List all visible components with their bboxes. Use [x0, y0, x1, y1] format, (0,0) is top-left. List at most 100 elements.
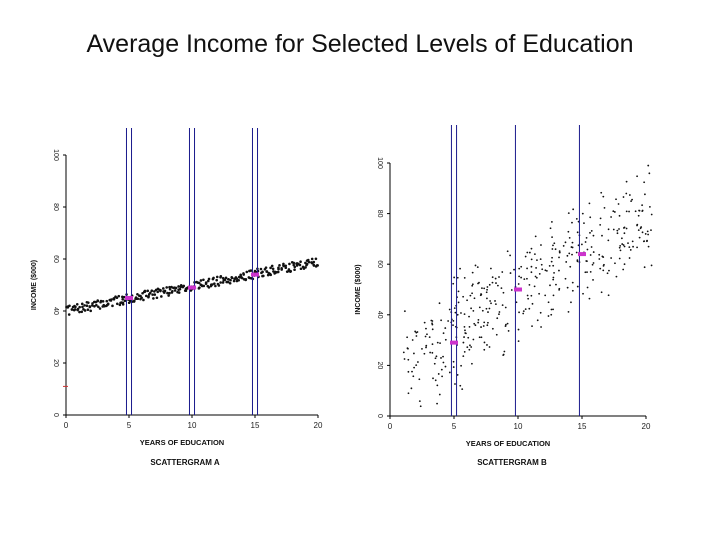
y-tick-label: 60	[52, 255, 59, 263]
y-tick-label: 80	[376, 210, 383, 218]
data-point	[155, 296, 159, 300]
data-point	[89, 309, 92, 313]
data-point	[198, 286, 201, 289]
data-point	[142, 298, 145, 302]
data-point	[466, 299, 468, 302]
data-point	[592, 251, 595, 253]
data-point	[429, 351, 432, 354]
y-tick-label: 0	[52, 413, 59, 417]
data-point	[287, 268, 291, 271]
data-point	[503, 350, 506, 353]
data-point	[483, 287, 486, 290]
data-point	[641, 231, 644, 234]
data-point	[528, 251, 531, 254]
data-point	[530, 271, 533, 274]
data-point	[615, 275, 618, 278]
data-point	[146, 289, 150, 293]
data-point	[647, 164, 650, 167]
data-point	[572, 208, 575, 211]
data-point	[637, 229, 640, 232]
data-point	[517, 283, 520, 285]
data-point	[436, 341, 439, 344]
data-point	[434, 357, 437, 360]
data-point	[454, 311, 457, 314]
data-point	[533, 285, 536, 288]
data-point	[431, 320, 434, 322]
y-tick-label: 0	[376, 414, 383, 418]
data-point	[310, 257, 314, 261]
data-point	[536, 259, 538, 262]
data-point	[522, 310, 525, 313]
data-point	[518, 267, 521, 270]
x-axis-label: YEARS OF EDUCATION	[140, 438, 224, 447]
data-point	[571, 246, 574, 249]
data-point	[568, 237, 571, 239]
data-point	[73, 308, 77, 311]
x-axis-label: YEARS OF EDUCATION	[466, 439, 550, 448]
data-point	[207, 277, 211, 281]
data-point	[168, 291, 171, 295]
data-point	[607, 294, 610, 297]
data-point	[545, 269, 548, 272]
data-point	[619, 244, 622, 247]
x-tick-label: 0	[388, 422, 393, 431]
data-point	[610, 216, 612, 218]
data-point	[618, 214, 621, 217]
data-point	[539, 311, 542, 314]
data-point	[118, 303, 122, 307]
data-point	[431, 328, 434, 331]
data-point	[498, 313, 500, 316]
data-point	[552, 264, 555, 267]
data-point	[448, 371, 451, 374]
data-point	[278, 264, 281, 267]
slide-title: Average Income for Selected Levels of Ed…	[86, 30, 634, 58]
data-point	[421, 347, 423, 350]
data-point	[486, 297, 488, 300]
data-point	[535, 267, 537, 269]
mean-marker	[188, 285, 196, 290]
data-point	[456, 276, 459, 279]
data-point	[585, 237, 588, 239]
data-point	[478, 306, 481, 309]
data-point	[299, 267, 303, 271]
data-point	[527, 297, 530, 300]
data-point	[264, 266, 268, 269]
data-point	[140, 296, 143, 300]
data-point	[615, 198, 617, 201]
data-point	[644, 233, 647, 235]
mean-marker	[514, 287, 522, 292]
data-point	[501, 271, 504, 273]
data-point	[588, 202, 591, 205]
data-point	[590, 230, 593, 232]
data-point	[418, 400, 421, 403]
data-point	[83, 309, 87, 312]
data-point	[482, 325, 485, 327]
data-point	[462, 341, 465, 344]
data-point	[418, 378, 421, 381]
data-point	[576, 259, 579, 262]
data-point	[464, 329, 466, 332]
data-point	[249, 269, 253, 272]
data-point	[469, 344, 471, 347]
data-point	[425, 344, 428, 347]
data-point	[95, 303, 98, 307]
data-point	[67, 313, 71, 316]
data-point	[477, 318, 480, 321]
data-point	[592, 262, 595, 264]
data-point	[538, 272, 541, 275]
data-point	[417, 361, 419, 363]
data-point	[618, 228, 620, 230]
data-point	[500, 287, 503, 290]
data-point	[474, 324, 477, 327]
data-point	[650, 229, 652, 232]
data-point	[601, 255, 604, 258]
data-point	[643, 240, 646, 243]
x-tick-label: 20	[642, 422, 651, 431]
data-point	[167, 294, 170, 297]
data-point	[307, 260, 311, 264]
data-point	[487, 311, 489, 313]
data-point	[616, 229, 619, 232]
data-point	[459, 267, 461, 270]
data-point	[199, 279, 203, 282]
data-point	[171, 289, 174, 293]
